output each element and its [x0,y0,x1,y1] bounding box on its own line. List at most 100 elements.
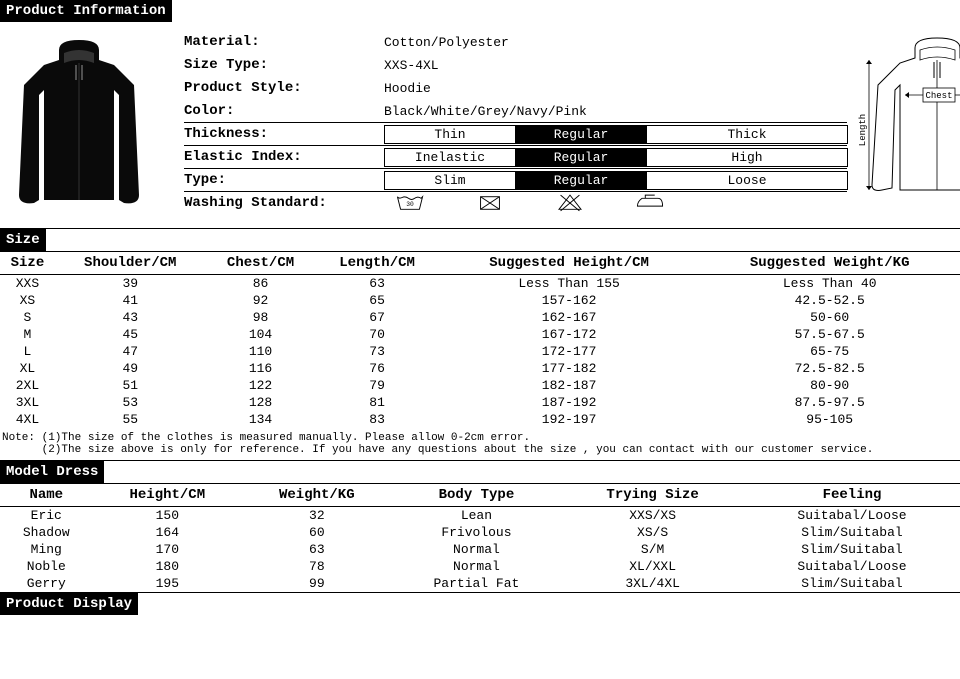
table-cell: 83 [315,411,438,428]
table-cell: Normal [392,541,562,558]
table-cell: 177-182 [439,360,700,377]
table-cell: 41 [55,292,206,309]
table-cell: XL/XXL [561,558,744,575]
table-cell: 162-167 [439,309,700,326]
table-row: Eric15032LeanXXS/XSSuitabal/Loose [0,507,960,525]
table-cell: Less Than 40 [699,275,960,293]
table-cell: 43 [55,309,206,326]
table-cell: 99 [242,575,392,592]
table-row: S439867162-16750-60 [0,309,960,326]
type-regular: Regular [515,171,647,190]
material-label: Material: [184,34,384,50]
no-bleach-icon [474,192,506,214]
table-cell: XS [0,292,55,309]
size-col-length: Length/CM [315,252,438,275]
table-row: M4510470167-17257.5-67.5 [0,326,960,343]
size-type-value: XXS-4XL [384,58,439,73]
table-cell: 53 [55,394,206,411]
note-line-1: Note: (1)The size of the clothes is meas… [2,432,958,444]
table-cell: 55 [55,411,206,428]
table-cell: 172-177 [439,343,700,360]
product-style-value: Hoodie [384,81,431,96]
color-label: Color: [184,103,384,119]
iron-icon [634,192,666,214]
table-cell: Gerry [0,575,93,592]
table-cell: Less Than 155 [439,275,700,293]
type-label: Type: [184,172,384,188]
table-cell: Lean [392,507,562,525]
table-cell: 3XL/4XL [561,575,744,592]
table-cell: 116 [206,360,316,377]
size-type-label: Size Type: [184,57,384,73]
washing-label: Washing Standard: [184,195,384,211]
table-cell: Normal [392,558,562,575]
color-value: Black/White/Grey/Navy/Pink [384,104,587,119]
table-cell: Partial Fat [392,575,562,592]
table-row: 2XL5112279182-18780-90 [0,377,960,394]
table-cell: 98 [206,309,316,326]
table-cell: 86 [206,275,316,293]
table-cell: Suitabal/Loose [744,507,960,525]
table-cell: Slim/Suitabal [744,541,960,558]
table-row: 3XL5312881187-19287.5-97.5 [0,394,960,411]
model-table-header-row: Name Height/CM Weight/KG Body Type Tryin… [0,484,960,507]
table-row: L4711073172-17765-75 [0,343,960,360]
wash-30-icon: 30 [394,192,426,214]
diagram-length-label: Length [858,114,868,146]
product-image [4,30,154,220]
table-cell: XXS/XS [561,507,744,525]
table-cell: 50-60 [699,309,960,326]
table-cell: 2XL [0,377,55,394]
model-col-name: Name [0,484,93,507]
type-slim: Slim [384,171,516,190]
table-cell: S [0,309,55,326]
elastic-high: High [646,148,848,167]
table-cell: Suitabal/Loose [744,558,960,575]
table-cell: 57.5-67.5 [699,326,960,343]
elastic-label: Elastic Index: [184,149,384,165]
table-cell: 4XL [0,411,55,428]
table-cell: 80-90 [699,377,960,394]
table-row: 4XL5513483192-19795-105 [0,411,960,428]
size-table: Size Shoulder/CM Chest/CM Length/CM Sugg… [0,251,960,428]
size-col-size: Size [0,252,55,275]
elastic-regular: Regular [515,148,647,167]
section-header-product-display: Product Display [0,593,138,615]
thickness-label: Thickness: [184,126,384,142]
table-cell: 65-75 [699,343,960,360]
table-cell: 195 [93,575,243,592]
table-cell: 180 [93,558,243,575]
table-row: Shadow16460FrivolousXS/SSlim/Suitabal [0,524,960,541]
svg-text:30: 30 [406,201,414,208]
table-cell: 49 [55,360,206,377]
measurement-diagram: Chest Length Sleeve [847,30,960,220]
section-header-product-info: Product Information [0,0,172,22]
table-cell: Shadow [0,524,93,541]
table-cell: 65 [315,292,438,309]
table-cell: 45 [55,326,206,343]
thickness-thin: Thin [384,125,516,144]
table-cell: 87.5-97.5 [699,394,960,411]
table-cell: 95-105 [699,411,960,428]
size-note: Note: (1)The size of the clothes is meas… [0,428,960,461]
table-row: XXS398663Less Than 155Less Than 40 [0,275,960,293]
table-cell: 67 [315,309,438,326]
product-info-block: Material: Cotton/Polyester Size Type: XX… [0,22,960,229]
table-row: Noble18078NormalXL/XXLSuitabal/Loose [0,558,960,575]
table-cell: 39 [55,275,206,293]
table-cell: 63 [242,541,392,558]
material-value: Cotton/Polyester [384,35,509,50]
elastic-inelastic: Inelastic [384,148,516,167]
table-cell: 164 [93,524,243,541]
table-cell: 72.5-82.5 [699,360,960,377]
table-cell: 70 [315,326,438,343]
thickness-thick: Thick [646,125,848,144]
section-header-model-dress: Model Dress [0,461,104,483]
table-cell: 3XL [0,394,55,411]
size-col-chest: Chest/CM [206,252,316,275]
table-cell: XS/S [561,524,744,541]
model-col-feeling: Feeling [744,484,960,507]
table-cell: 134 [206,411,316,428]
type-loose: Loose [646,171,848,190]
model-col-height: Height/CM [93,484,243,507]
